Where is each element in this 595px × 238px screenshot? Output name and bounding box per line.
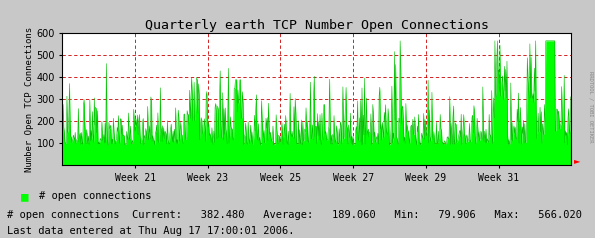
Text: ■: ■: [21, 190, 29, 203]
Text: # open connections: # open connections: [39, 191, 151, 201]
Text: ►: ►: [574, 156, 581, 165]
Text: Last data entered at Thu Aug 17 17:00:01 2006.: Last data entered at Thu Aug 17 17:00:01…: [7, 226, 295, 236]
Text: # open connections  Current:   382.480   Average:   189.060   Min:   79.906   Ma: # open connections Current: 382.480 Aver…: [7, 210, 582, 220]
Y-axis label: Number Open TCP Connections: Number Open TCP Connections: [24, 27, 33, 172]
Text: RRDTOOL / TOBI OETIKER: RRDTOOL / TOBI OETIKER: [588, 71, 593, 143]
Title: Quarterly earth TCP Number Open Connections: Quarterly earth TCP Number Open Connecti…: [145, 19, 489, 32]
